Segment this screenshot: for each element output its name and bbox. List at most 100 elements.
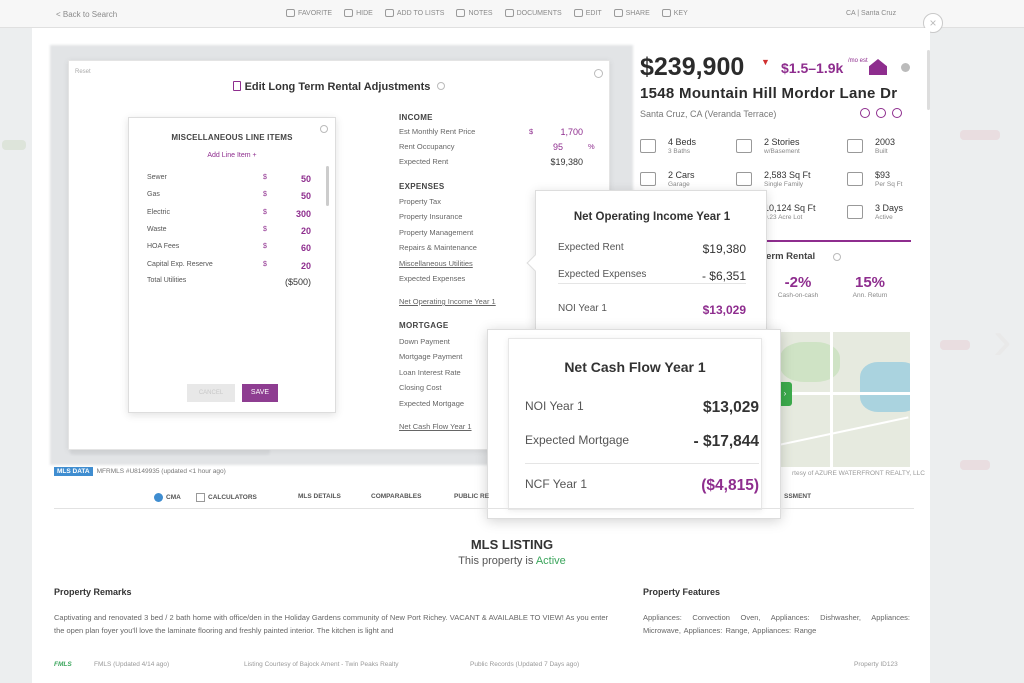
misc-utilities-link[interactable]: Miscellaneous Utilities [399,259,473,268]
line-item-input[interactable]: 20 [300,261,311,271]
noi-total-label: NOI Year 1 [558,303,607,314]
feature-stories: 2 Stories w/Basement [736,137,832,167]
mls-listing-heading: MLS LISTING [470,537,554,552]
ncf-popup-card: Net Cash Flow Year 1 NOI Year 1 $13,029 E… [508,338,762,510]
next-listing-arrow[interactable]: › [993,308,1012,371]
status-badge: Active [535,555,566,567]
tab-assessment[interactable]: SSMENT [784,493,812,500]
hide-icon [344,9,354,17]
tab-cma[interactable]: CMA [154,493,181,502]
mortgage-row: Expected Mortgage [399,399,465,408]
occupancy-input[interactable]: 95 [552,142,563,152]
feature-label: 3 Baths [668,148,691,155]
total-utilities-label: Total Utilities [147,277,187,284]
feature-label: Per Sq Ft [875,181,903,188]
pie-chart-icon [154,493,163,502]
footer-public-records: Public Records (Updated 7 Days ago) [470,661,580,668]
modal-title-text: Edit Long Term Rental Adjustments [244,81,431,93]
info-icon[interactable] [437,82,446,90]
feature-value: 2 Stories [764,137,800,147]
line-item-row: Sewer $50 [147,174,317,184]
expense-row: Property Tax [399,197,441,206]
ncf-row: Expected Mortgage - $17,844 [525,433,759,450]
line-item-input[interactable]: 60 [300,243,311,253]
rental-house-icon[interactable] [869,59,887,75]
footer-updated: FMLS (Updated 4/14 ago) [94,661,170,668]
background-decoration [960,460,990,470]
ncf-total-value: ($4,815) [701,477,759,494]
line-item-row: HOA Fees $60 [147,243,317,253]
noi-row-value: $19,380 [702,242,746,256]
feature-price-per-sqft: $93 Per Sq Ft [847,170,943,200]
scrollbar[interactable] [326,166,329,206]
add-line-item-button[interactable]: Add Line Item + [207,152,257,159]
search-icon[interactable] [892,108,902,118]
info-icon[interactable] [594,69,603,78]
currency-symbol: $ [263,243,267,250]
fmls-logo: FMLS [54,661,72,668]
ncf-total-label: NCF Year 1 [525,477,588,491]
map-pin[interactable]: › [778,382,792,406]
scrollbar[interactable] [927,50,930,110]
blurred-block [70,445,270,455]
top-action-bar: < Back to Search FAVORITE HIDE ADD TO LI… [0,0,1024,28]
listing-status: This property is Active [0,555,1024,567]
est-rent-label: Est Monthly Rent Price [399,127,476,136]
total-utilities-value: ($500) [284,277,311,287]
info-icon[interactable] [833,253,841,261]
income-heading: INCOME [399,113,433,122]
address-actions [860,108,902,118]
expected-rent-value: $19,380 [550,157,583,167]
hammer-icon [847,139,863,153]
hide-action[interactable]: HIDE [344,9,373,17]
close-icon[interactable] [320,125,328,133]
heart-icon[interactable] [876,108,886,118]
map-road [760,392,910,395]
line-item-label: Sewer [147,174,167,181]
feature-value: 10,124 Sq Ft [764,203,816,213]
tab-calculators[interactable]: CALCULATORS [196,493,257,502]
feature-label: Garage [668,181,690,188]
est-rent-input[interactable]: 1,700 [560,127,583,137]
tab-public-records[interactable]: PUBLIC RE [454,493,490,500]
favorite-action[interactable]: FAVORITE [286,9,332,17]
feature-label: 0.23 Acre Lot [764,214,803,221]
divider [558,283,746,284]
footer-courtesy: Listing Courtesy of Bajock Ament - Twin … [244,661,399,668]
noi-popup: Net Operating Income Year 1 Expected Ren… [526,190,767,330]
directions-icon[interactable] [860,108,870,118]
feature-garage: 2 Cars Garage [640,170,736,200]
divider [54,508,914,509]
share-action[interactable]: SHARE [613,9,650,17]
map-road [761,416,909,450]
ncf-link[interactable]: Net Cash Flow Year 1 [399,422,472,431]
line-item-input[interactable]: 50 [300,191,311,201]
add-to-lists-action[interactable]: ADD TO LISTS [384,9,444,17]
key-action[interactable]: KEY [661,9,688,17]
info-icon[interactable] [901,63,910,72]
sqft-icon [736,172,752,186]
feature-value: $93 [875,170,891,180]
tab-comparables[interactable]: COMPARABLES [371,493,422,500]
edit-action[interactable]: EDIT [573,9,602,17]
property-remarks-text: Captivating and renovated 3 bed / 2 bath… [54,613,608,635]
notes-action[interactable]: NOTES [456,9,493,17]
documents-action[interactable]: DOCUMENTS [504,9,562,17]
mortgage-row: Closing Cost [399,383,442,392]
noi-link[interactable]: Net Operating Income Year 1 [399,297,496,306]
expense-row: Repairs & Maintenance [399,243,477,252]
line-item-input[interactable]: 50 [300,174,311,184]
feature-value: 2003 [875,137,896,147]
line-item-label: HOA Fees [147,243,180,250]
misc-title: MISCELLANEOUS LINE ITEMS [171,133,293,142]
notes-icon [456,9,466,17]
back-to-search-link[interactable]: < Back to Search [56,10,118,19]
reset-button[interactable]: Reset [75,69,91,75]
cancel-button[interactable]: CANCEL [187,384,235,402]
save-button[interactable]: SAVE [242,384,278,402]
garage-icon [640,172,656,186]
line-item-input[interactable]: 300 [295,209,311,219]
tab-mls-details[interactable]: MLS DETAILS [298,493,341,500]
line-item-input[interactable]: 20 [300,226,311,236]
calculator-icon [232,81,241,91]
